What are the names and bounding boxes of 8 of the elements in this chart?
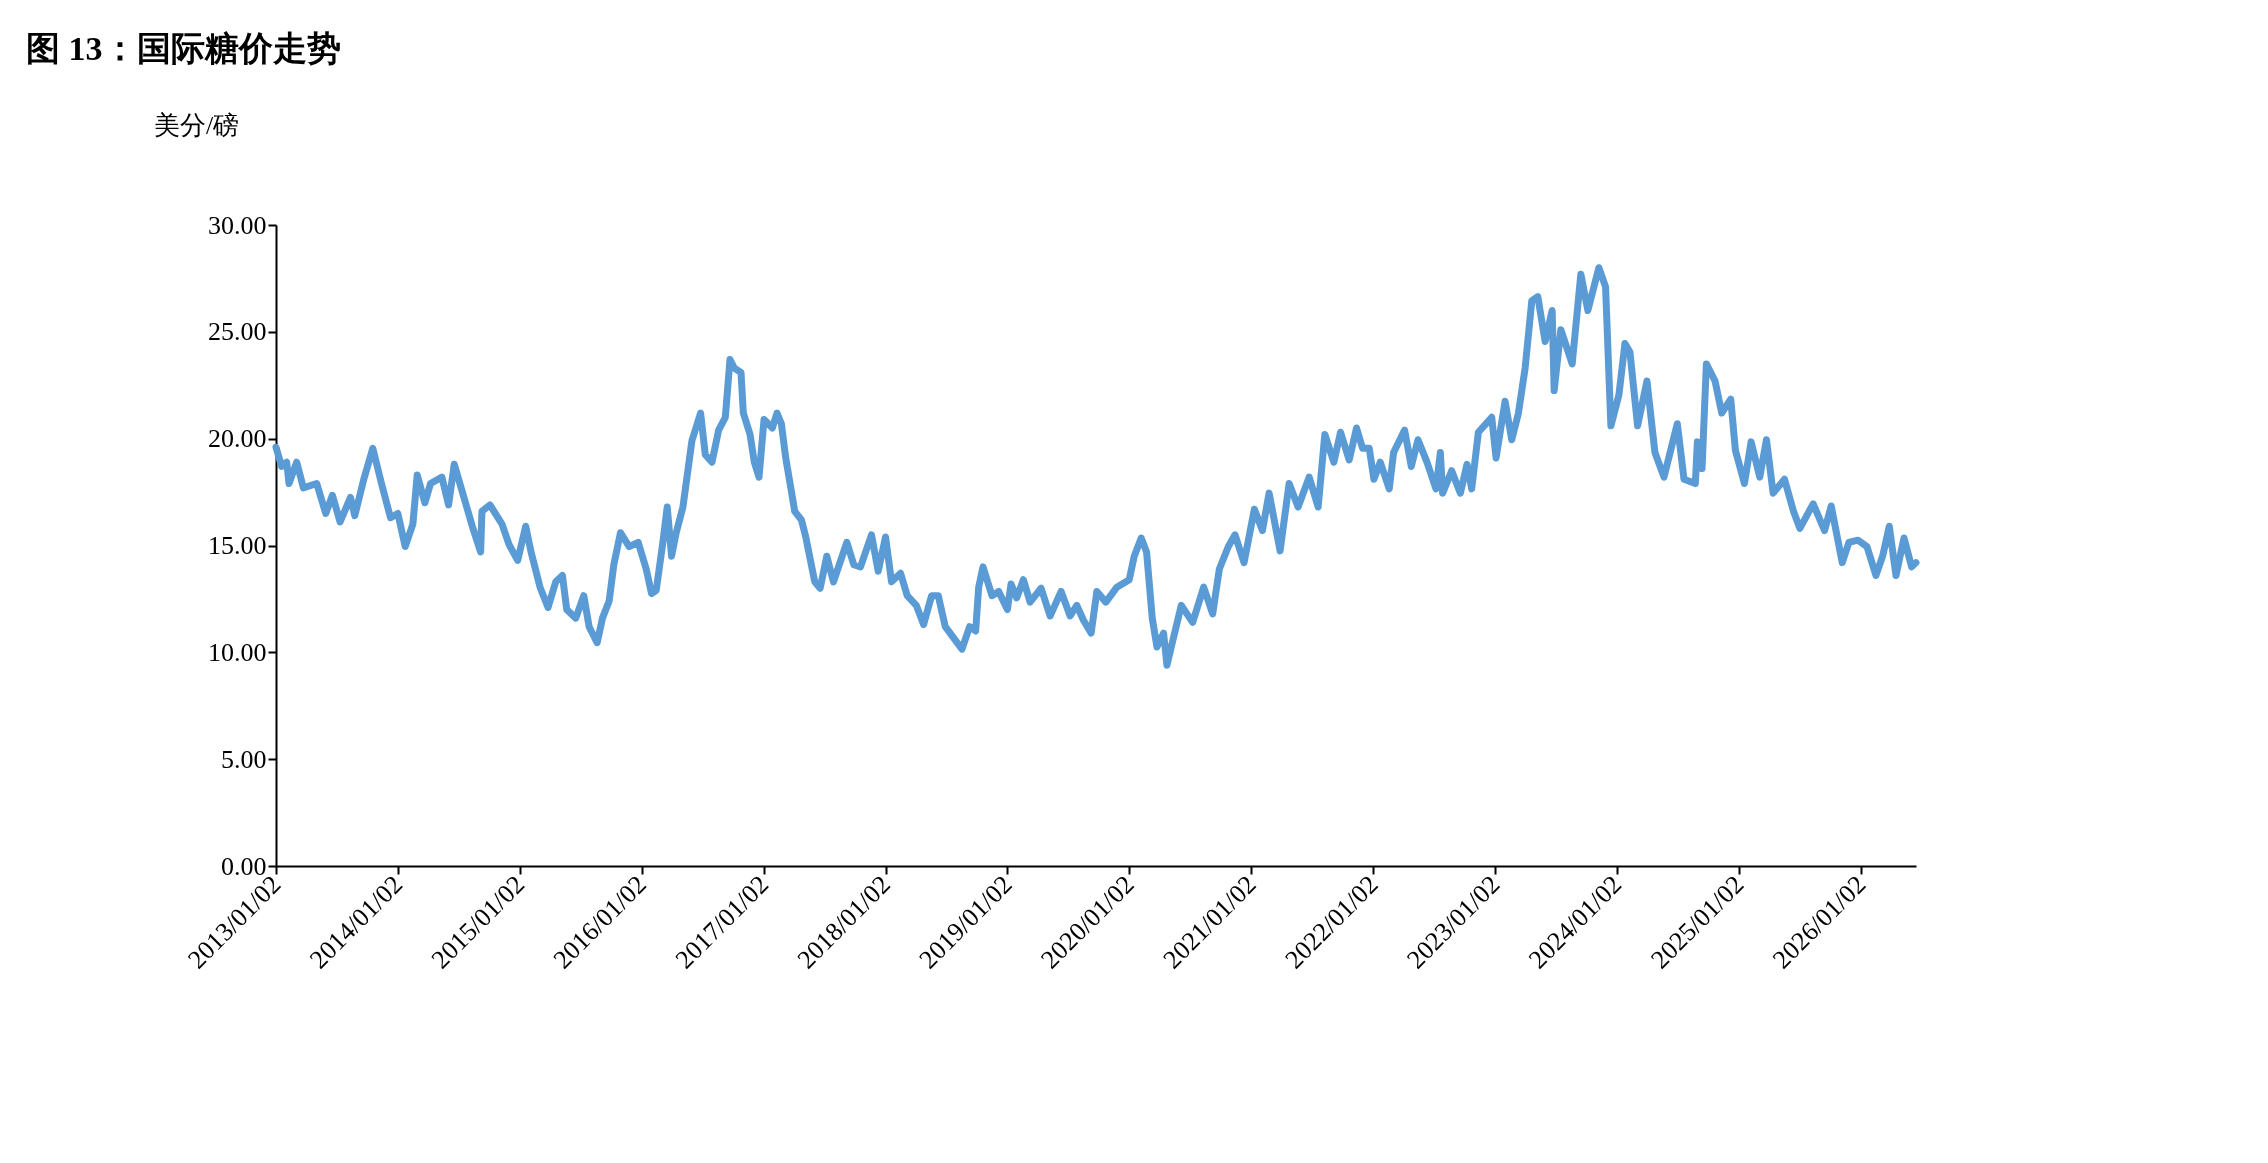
y-axis-title: 美分/磅	[153, 110, 240, 140]
y-tick-label: 10.00	[208, 637, 267, 667]
y-tick-label: 5.00	[221, 744, 267, 774]
y-tick-label: 20.00	[208, 424, 267, 454]
chart-title: 图 13：国际糖价走势	[26, 30, 341, 67]
y-tick-label: 15.00	[208, 531, 267, 560]
y-tick-label: 30.00	[208, 210, 267, 240]
y-tick-label: 25.00	[208, 317, 267, 347]
